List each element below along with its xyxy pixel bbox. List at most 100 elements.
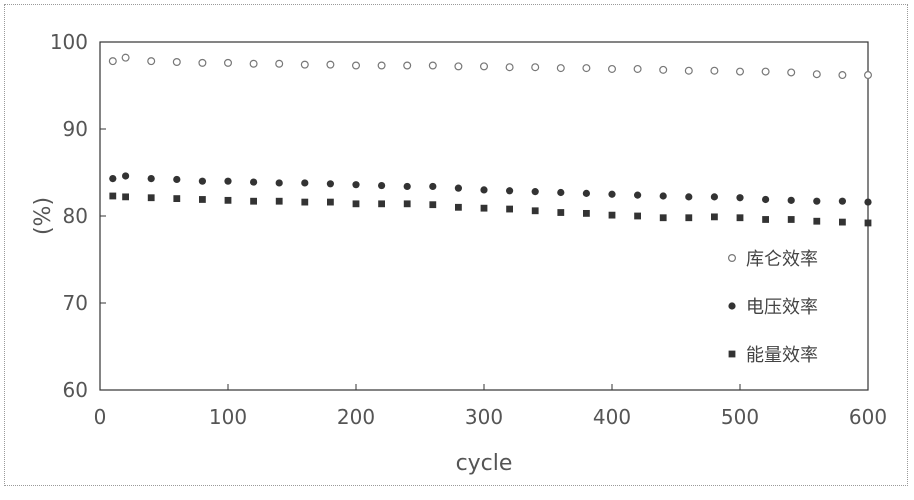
data-point bbox=[762, 68, 769, 75]
data-point bbox=[250, 178, 257, 185]
data-point bbox=[455, 204, 462, 211]
data-point bbox=[455, 185, 462, 192]
data-point bbox=[301, 199, 308, 206]
data-point bbox=[583, 210, 590, 217]
data-point bbox=[813, 198, 820, 205]
legend-label: 库仑效率 bbox=[746, 249, 818, 270]
data-point bbox=[224, 178, 231, 185]
data-point bbox=[404, 200, 411, 207]
data-point bbox=[609, 66, 616, 73]
data-point bbox=[660, 214, 667, 221]
x-tick-label: 500 bbox=[721, 405, 759, 429]
data-point bbox=[122, 172, 129, 179]
data-point bbox=[839, 72, 846, 79]
data-point bbox=[481, 63, 488, 70]
data-point bbox=[788, 69, 795, 76]
legend-marker bbox=[729, 255, 736, 262]
y-axis-title: (%) bbox=[31, 197, 56, 235]
data-point bbox=[109, 58, 116, 65]
data-point bbox=[506, 64, 513, 71]
data-point bbox=[225, 59, 232, 66]
data-point bbox=[737, 214, 744, 221]
data-point bbox=[506, 187, 513, 194]
data-point bbox=[199, 196, 206, 203]
data-point bbox=[813, 218, 820, 225]
legend-label: 能量效率 bbox=[746, 345, 818, 366]
data-point bbox=[557, 189, 564, 196]
y-tick-label: 80 bbox=[63, 204, 88, 228]
data-point bbox=[762, 196, 769, 203]
y-tick-label: 60 bbox=[63, 378, 88, 402]
data-point bbox=[250, 60, 257, 67]
data-point bbox=[225, 197, 232, 204]
data-point bbox=[737, 68, 744, 75]
data-point bbox=[609, 212, 616, 219]
data-point bbox=[148, 194, 155, 201]
legend-marker bbox=[728, 302, 735, 309]
x-tick-label: 200 bbox=[337, 405, 375, 429]
data-point bbox=[250, 198, 257, 205]
data-point bbox=[532, 64, 539, 71]
data-point bbox=[660, 66, 667, 73]
data-point bbox=[378, 200, 385, 207]
data-point bbox=[404, 183, 411, 190]
data-point bbox=[352, 181, 359, 188]
data-point bbox=[378, 182, 385, 189]
data-point bbox=[711, 193, 718, 200]
data-point bbox=[301, 61, 308, 68]
data-point bbox=[109, 175, 116, 182]
data-point bbox=[480, 186, 487, 193]
data-point bbox=[455, 63, 462, 70]
data-point bbox=[839, 198, 846, 205]
data-point bbox=[122, 54, 129, 61]
data-point bbox=[736, 194, 743, 201]
data-point bbox=[327, 199, 334, 206]
data-point bbox=[276, 179, 283, 186]
data-point bbox=[429, 201, 436, 208]
data-point bbox=[788, 216, 795, 223]
y-tick-label: 70 bbox=[63, 291, 88, 315]
data-point bbox=[557, 65, 564, 72]
data-point bbox=[327, 61, 334, 68]
data-point bbox=[711, 213, 718, 220]
x-tick-label: 0 bbox=[94, 405, 107, 429]
data-point bbox=[711, 67, 718, 74]
data-point bbox=[864, 198, 871, 205]
data-point bbox=[378, 62, 385, 69]
data-point bbox=[532, 207, 539, 214]
data-point bbox=[685, 214, 692, 221]
data-point bbox=[199, 59, 206, 66]
x-tick-label: 100 bbox=[209, 405, 247, 429]
data-point bbox=[506, 206, 513, 213]
x-tick-label: 600 bbox=[849, 405, 887, 429]
data-point bbox=[301, 179, 308, 186]
y-tick-label: 100 bbox=[50, 30, 88, 54]
data-point bbox=[634, 213, 641, 220]
data-point bbox=[532, 188, 539, 195]
data-point bbox=[557, 209, 564, 216]
data-point bbox=[788, 197, 795, 204]
data-point bbox=[685, 193, 692, 200]
data-point bbox=[173, 176, 180, 183]
data-point bbox=[839, 219, 846, 226]
plot-area bbox=[100, 42, 868, 390]
data-point bbox=[481, 205, 488, 212]
data-point bbox=[276, 60, 283, 67]
data-point bbox=[122, 193, 129, 200]
data-point bbox=[685, 67, 692, 74]
legend-label: 电压效率 bbox=[746, 297, 818, 318]
x-tick-label: 400 bbox=[593, 405, 631, 429]
data-point bbox=[608, 191, 615, 198]
data-point bbox=[583, 65, 590, 72]
data-point bbox=[327, 180, 334, 187]
data-point bbox=[173, 195, 180, 202]
data-point bbox=[148, 58, 155, 65]
data-point bbox=[429, 183, 436, 190]
x-tick-label: 300 bbox=[465, 405, 503, 429]
x-axis-title: cycle bbox=[456, 451, 513, 476]
data-point bbox=[762, 216, 769, 223]
data-point bbox=[865, 72, 872, 79]
data-point bbox=[583, 190, 590, 197]
data-point bbox=[634, 192, 641, 199]
